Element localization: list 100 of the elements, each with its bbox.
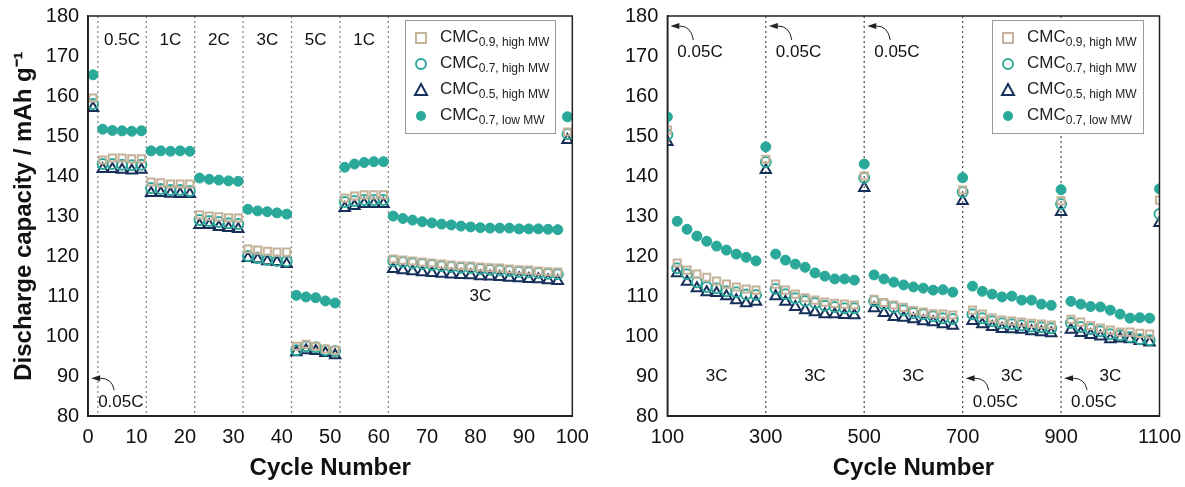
point bbox=[495, 263, 505, 273]
point bbox=[523, 223, 535, 235]
point bbox=[522, 266, 535, 279]
point bbox=[464, 268, 477, 280]
point bbox=[789, 258, 801, 270]
point bbox=[897, 304, 910, 317]
x-axis-title: Cycle Number bbox=[249, 453, 411, 481]
x-tick-label: 70 bbox=[415, 424, 439, 447]
point bbox=[712, 276, 722, 286]
point bbox=[937, 284, 949, 296]
point bbox=[1145, 329, 1155, 339]
y-tick-label: 150 bbox=[45, 123, 80, 146]
point bbox=[691, 230, 703, 242]
point bbox=[416, 258, 429, 271]
point bbox=[1054, 205, 1068, 217]
point bbox=[185, 179, 195, 189]
point bbox=[946, 318, 959, 330]
point bbox=[281, 208, 293, 220]
x-tick-label: 700 bbox=[945, 424, 980, 447]
point bbox=[386, 261, 400, 273]
point bbox=[958, 185, 968, 195]
point bbox=[213, 174, 225, 186]
point bbox=[858, 158, 870, 170]
legend-label: CMC$_{0.7, low MW}$ bbox=[439, 104, 545, 128]
point bbox=[759, 156, 772, 169]
point bbox=[1084, 322, 1097, 335]
point bbox=[997, 315, 1007, 325]
point bbox=[416, 216, 428, 228]
point bbox=[135, 125, 147, 137]
point bbox=[779, 294, 792, 306]
point bbox=[711, 240, 723, 252]
point bbox=[1005, 322, 1019, 334]
point bbox=[1135, 328, 1145, 338]
y-tick-label: 180 bbox=[624, 3, 659, 26]
y-tick-label: 110 bbox=[47, 283, 80, 306]
point bbox=[759, 163, 772, 175]
point bbox=[769, 282, 782, 295]
point bbox=[1124, 312, 1136, 324]
point bbox=[692, 269, 702, 279]
x-tick-label: 0 bbox=[82, 424, 94, 447]
annotation: 0.05C bbox=[775, 41, 822, 61]
y-tick-label: 170 bbox=[45, 43, 80, 66]
annotation: 1C bbox=[159, 29, 182, 49]
point bbox=[136, 154, 146, 164]
point bbox=[532, 272, 545, 284]
point bbox=[938, 309, 948, 319]
point bbox=[552, 224, 564, 236]
point bbox=[721, 279, 731, 289]
point bbox=[272, 247, 282, 257]
point bbox=[1084, 327, 1097, 339]
point bbox=[454, 267, 468, 279]
point bbox=[465, 221, 477, 233]
point bbox=[749, 288, 762, 301]
point bbox=[262, 246, 272, 256]
x-tick-label: 300 bbox=[749, 424, 783, 447]
legend-label: CMC$_{0.5, high MW}$ bbox=[439, 78, 550, 102]
point bbox=[1035, 298, 1047, 310]
y-tick-label: 100 bbox=[624, 323, 659, 346]
point bbox=[116, 125, 128, 137]
annotation: 1C bbox=[353, 29, 375, 49]
point bbox=[771, 279, 781, 289]
point bbox=[417, 257, 427, 267]
point bbox=[329, 297, 341, 309]
point bbox=[348, 199, 361, 211]
point bbox=[541, 273, 555, 285]
annotation: 3C bbox=[256, 29, 279, 49]
point bbox=[1055, 184, 1067, 196]
annotation: 0.05C bbox=[874, 41, 920, 61]
point bbox=[1006, 290, 1018, 302]
point bbox=[936, 317, 950, 329]
legend-label: CMC$_{0.7, low MW}$ bbox=[1027, 104, 1132, 128]
point bbox=[976, 312, 989, 325]
y-tick-label: 120 bbox=[624, 243, 659, 266]
point bbox=[681, 268, 694, 281]
point bbox=[671, 215, 683, 227]
point bbox=[966, 308, 979, 321]
point bbox=[948, 310, 958, 320]
point bbox=[680, 274, 694, 286]
x-tick-label: 30 bbox=[222, 424, 245, 447]
point bbox=[397, 213, 409, 224]
point bbox=[1104, 332, 1117, 344]
legend-label: CMC$_{0.9, high MW}$ bbox=[1027, 26, 1137, 50]
point bbox=[830, 298, 840, 308]
point bbox=[126, 125, 138, 137]
y-tick-label: 100 bbox=[45, 323, 80, 346]
point bbox=[809, 267, 821, 279]
point bbox=[889, 300, 899, 310]
point bbox=[809, 296, 822, 309]
point bbox=[408, 256, 418, 266]
annotation: 0.05C bbox=[1071, 391, 1117, 411]
point bbox=[174, 145, 186, 157]
point bbox=[848, 302, 861, 315]
point bbox=[1105, 325, 1115, 335]
point bbox=[261, 206, 273, 218]
point bbox=[741, 284, 751, 294]
point bbox=[966, 313, 979, 325]
point bbox=[720, 244, 732, 256]
point bbox=[1115, 327, 1125, 337]
legend-label: CMC$_{0.9, high MW}$ bbox=[439, 26, 550, 50]
y-tick-label: 140 bbox=[45, 163, 80, 186]
